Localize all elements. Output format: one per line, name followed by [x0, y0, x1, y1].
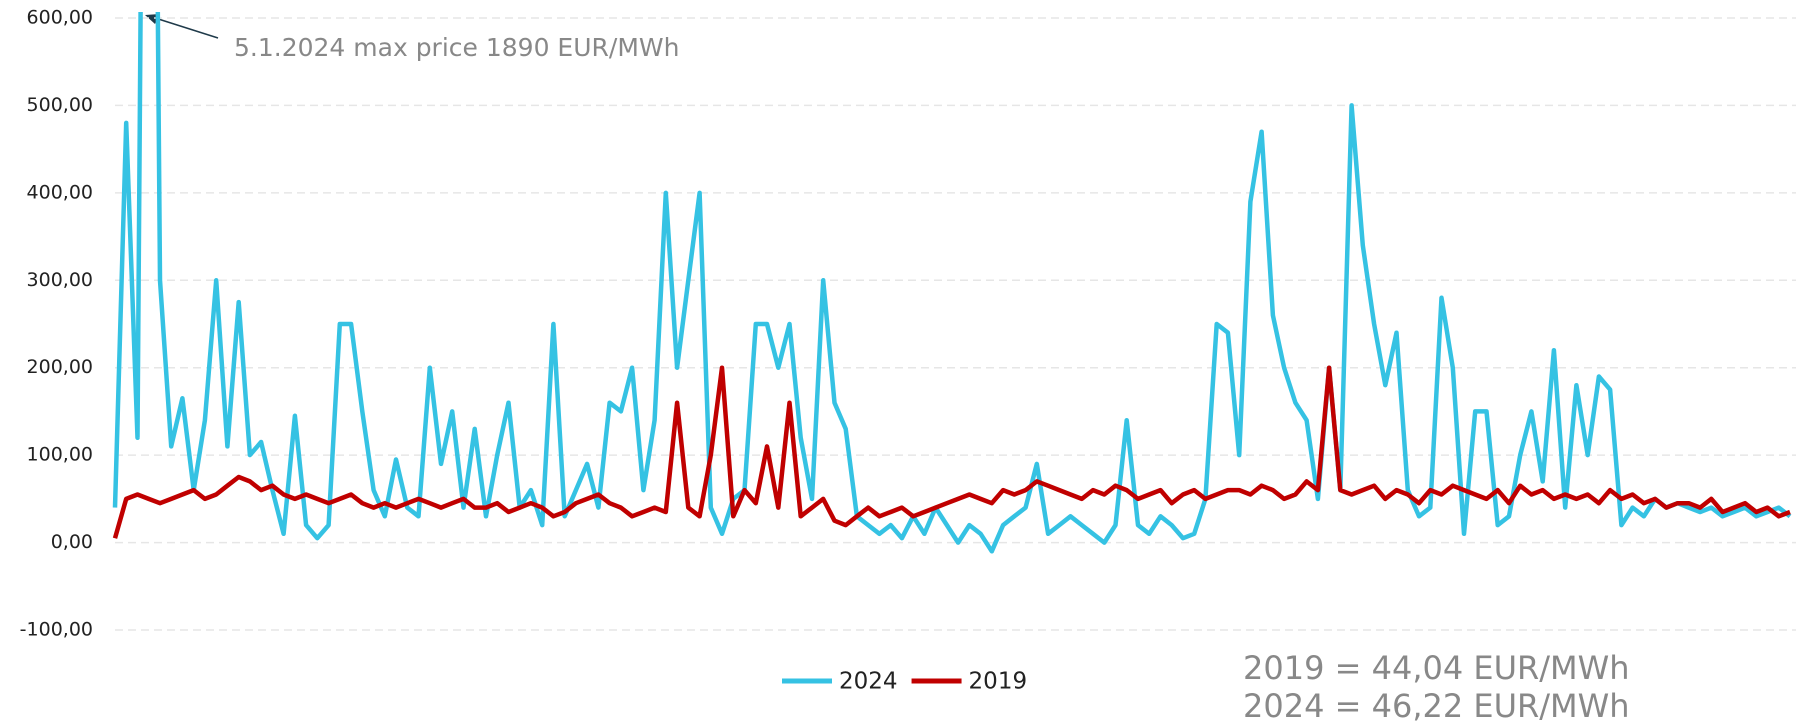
y-tick-label: 100,00: [27, 444, 93, 466]
y-tick-label: 500,00: [27, 94, 93, 116]
y-tick-label: 300,00: [27, 269, 93, 291]
annotation: 5.1.2024 max price 1890 EUR/MWh: [234, 33, 679, 62]
plot-area: [112, 12, 1792, 554]
y-tick-label: 0,00: [51, 531, 93, 553]
line-series: [112, 365, 1791, 539]
line-series: [112, 12, 1792, 554]
annotation-arrow: [151, 16, 219, 39]
y-tick-label: 200,00: [27, 356, 93, 378]
y-tick-label: 600,00: [27, 7, 93, 29]
legend-label: 2019: [969, 669, 1028, 695]
y-tick-label: 400,00: [27, 181, 93, 203]
legend-label: 2024: [839, 669, 898, 695]
stat-note: 2019 = 44,04 EUR/MWh: [1243, 649, 1630, 687]
y-tick-label: -100,00: [20, 619, 93, 641]
stat-note: 2024 = 46,22 EUR/MWh: [1243, 687, 1630, 725]
